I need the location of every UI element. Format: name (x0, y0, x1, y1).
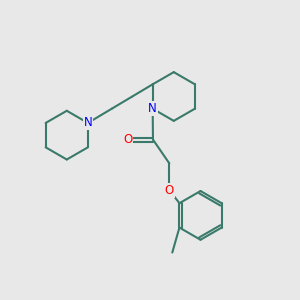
Text: O: O (165, 184, 174, 196)
Text: O: O (123, 133, 132, 146)
Text: N: N (83, 116, 92, 130)
Text: N: N (148, 102, 157, 115)
